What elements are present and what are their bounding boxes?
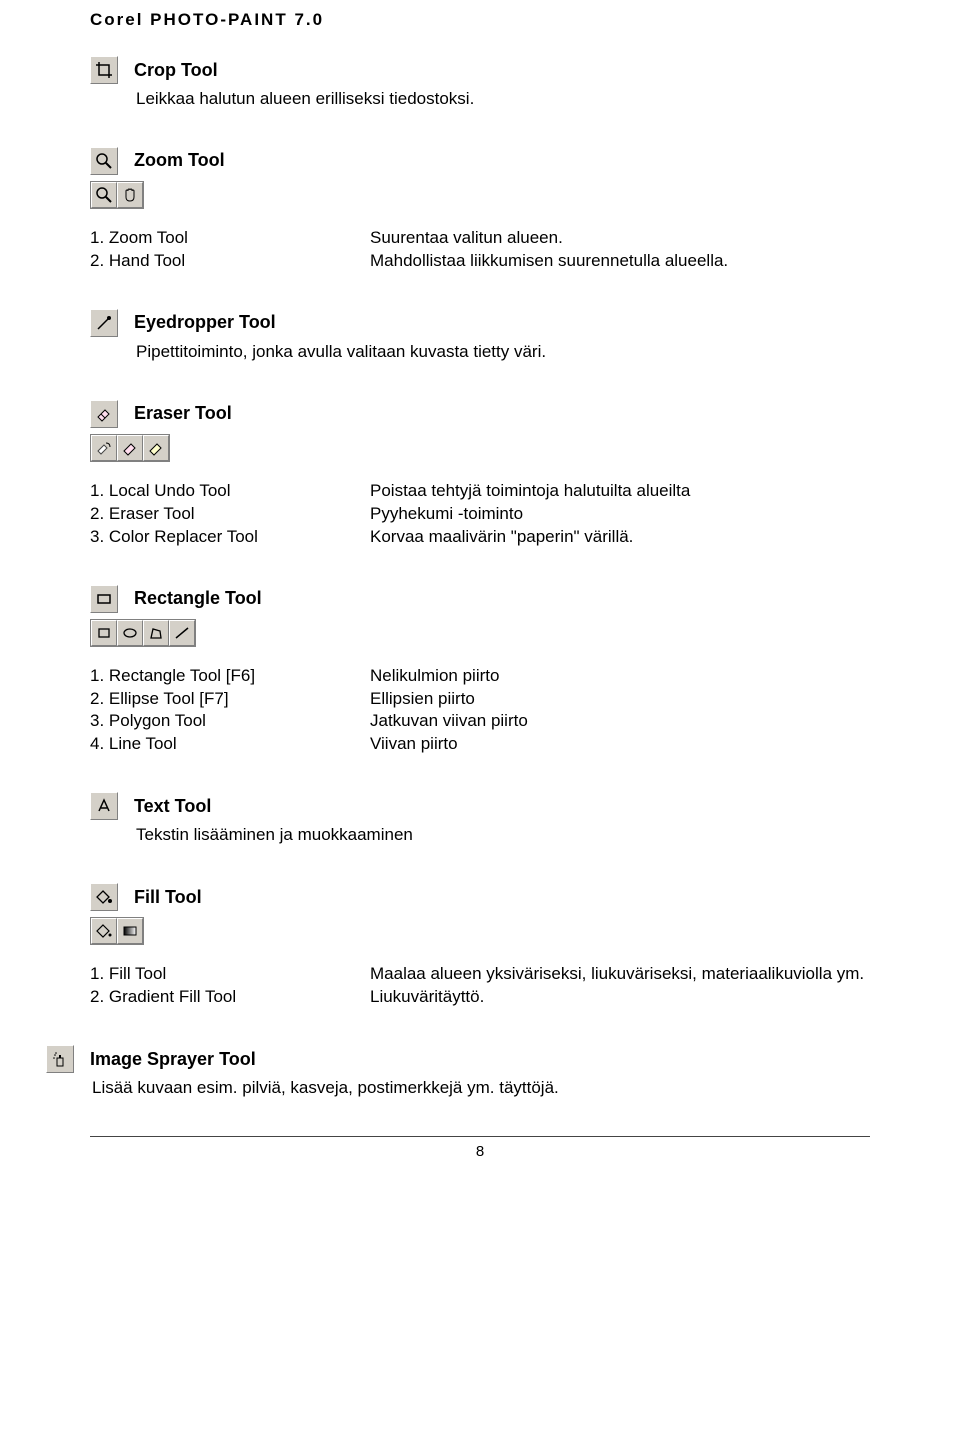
list-item: 1. Fill ToolMaalaa alueen yksiväriseksi,… [90,963,870,986]
eyedropper-icon [90,309,118,337]
eraser-sub-icon [117,435,143,461]
list-item: 1. Zoom ToolSuurentaa valitun alueen. [90,227,870,250]
list-item: 4. Line ToolViivan piirto [90,733,870,756]
crop-desc: Leikkaa halutun alueen erilliseksi tiedo… [136,88,870,111]
list-item: 3. Polygon ToolJatkuvan viivan piirto [90,710,870,733]
rectangle-icon [90,585,118,613]
text-desc: Tekstin lisääminen ja muokkaaminen [136,824,870,847]
sprayer-title: Image Sprayer Tool [90,1049,256,1070]
list-item: 1. Local Undo ToolPoistaa tehtyjä toimin… [90,480,870,503]
document-page: Corel PHOTO-PAINT 7.0 Crop Tool Leikkaa … [0,0,960,1190]
magnifier-icon [91,182,117,208]
page-header: Corel PHOTO-PAINT 7.0 [90,10,870,30]
eraser-title: Eraser Tool [134,403,232,424]
eyedropper-desc: Pipettitoiminto, jonka avulla valitaan k… [136,341,870,364]
list-item: 2. Ellipse Tool [F7]Ellipsien piirto [90,688,870,711]
crop-icon [90,56,118,84]
sprayer-tool-section: Image Sprayer Tool Lisää kuvaan esim. pi… [46,1045,870,1100]
fill-tool-section: Fill Tool 1. Fill ToolMaalaa alueen yksi… [90,883,870,1009]
list-item: 2. Gradient Fill ToolLiukuväritäyttö. [90,986,870,1009]
text-icon [90,792,118,820]
list-item: 2. Hand ToolMahdollistaa liikkumisen suu… [90,250,870,273]
fill-list: 1. Fill ToolMaalaa alueen yksiväriseksi,… [90,963,870,1009]
local-undo-icon [91,435,117,461]
zoom-tool-section: Zoom Tool 1. Zoom ToolSuurentaa valitun … [90,147,870,273]
rectangle-tool-section: Rectangle Tool 1. Rectangle Tool [F6]Nel… [90,585,870,757]
sprayer-desc: Lisää kuvaan esim. pilviä, kasveja, post… [92,1077,870,1100]
text-title: Text Tool [134,796,211,817]
crop-tool-section: Crop Tool Leikkaa halutun alueen erillis… [90,56,870,111]
rectangle-title: Rectangle Tool [134,588,262,609]
eraser-icon [90,400,118,428]
page-footer: 8 [90,1136,870,1160]
crop-title: Crop Tool [134,60,218,81]
zoom-list: 1. Zoom ToolSuurentaa valitun alueen. 2.… [90,227,870,273]
sprayer-icon [46,1045,74,1073]
page-number: 8 [476,1143,484,1160]
fill-toolbar [90,917,144,945]
eraser-list: 1. Local Undo ToolPoistaa tehtyjä toimin… [90,480,870,549]
list-item: 3. Color Replacer ToolKorvaa maalivärin … [90,526,870,549]
zoom-title: Zoom Tool [134,150,225,171]
polygon-icon [143,620,169,646]
zoom-toolbar [90,181,144,209]
eyedropper-tool-section: Eyedropper Tool Pipettitoiminto, jonka a… [90,309,870,364]
rectangle-toolbar [90,619,196,647]
eraser-tool-section: Eraser Tool 1. Local Undo ToolPoistaa te… [90,400,870,549]
bucket-icon [91,918,117,944]
rectangle-list: 1. Rectangle Tool [F6]Nelikulmion piirto… [90,665,870,757]
fill-icon [90,883,118,911]
eraser-toolbar [90,434,170,462]
zoom-icon [90,147,118,175]
list-item: 1. Rectangle Tool [F6]Nelikulmion piirto [90,665,870,688]
line-icon [169,620,195,646]
text-tool-section: Text Tool Tekstin lisääminen ja muokkaam… [90,792,870,847]
hand-icon [117,182,143,208]
ellipse-icon [117,620,143,646]
eyedropper-title: Eyedropper Tool [134,312,276,333]
fill-title: Fill Tool [134,887,202,908]
list-item: 2. Eraser ToolPyyhekumi -toiminto [90,503,870,526]
color-replacer-icon [143,435,169,461]
gradient-icon [117,918,143,944]
rect-sub-icon [91,620,117,646]
